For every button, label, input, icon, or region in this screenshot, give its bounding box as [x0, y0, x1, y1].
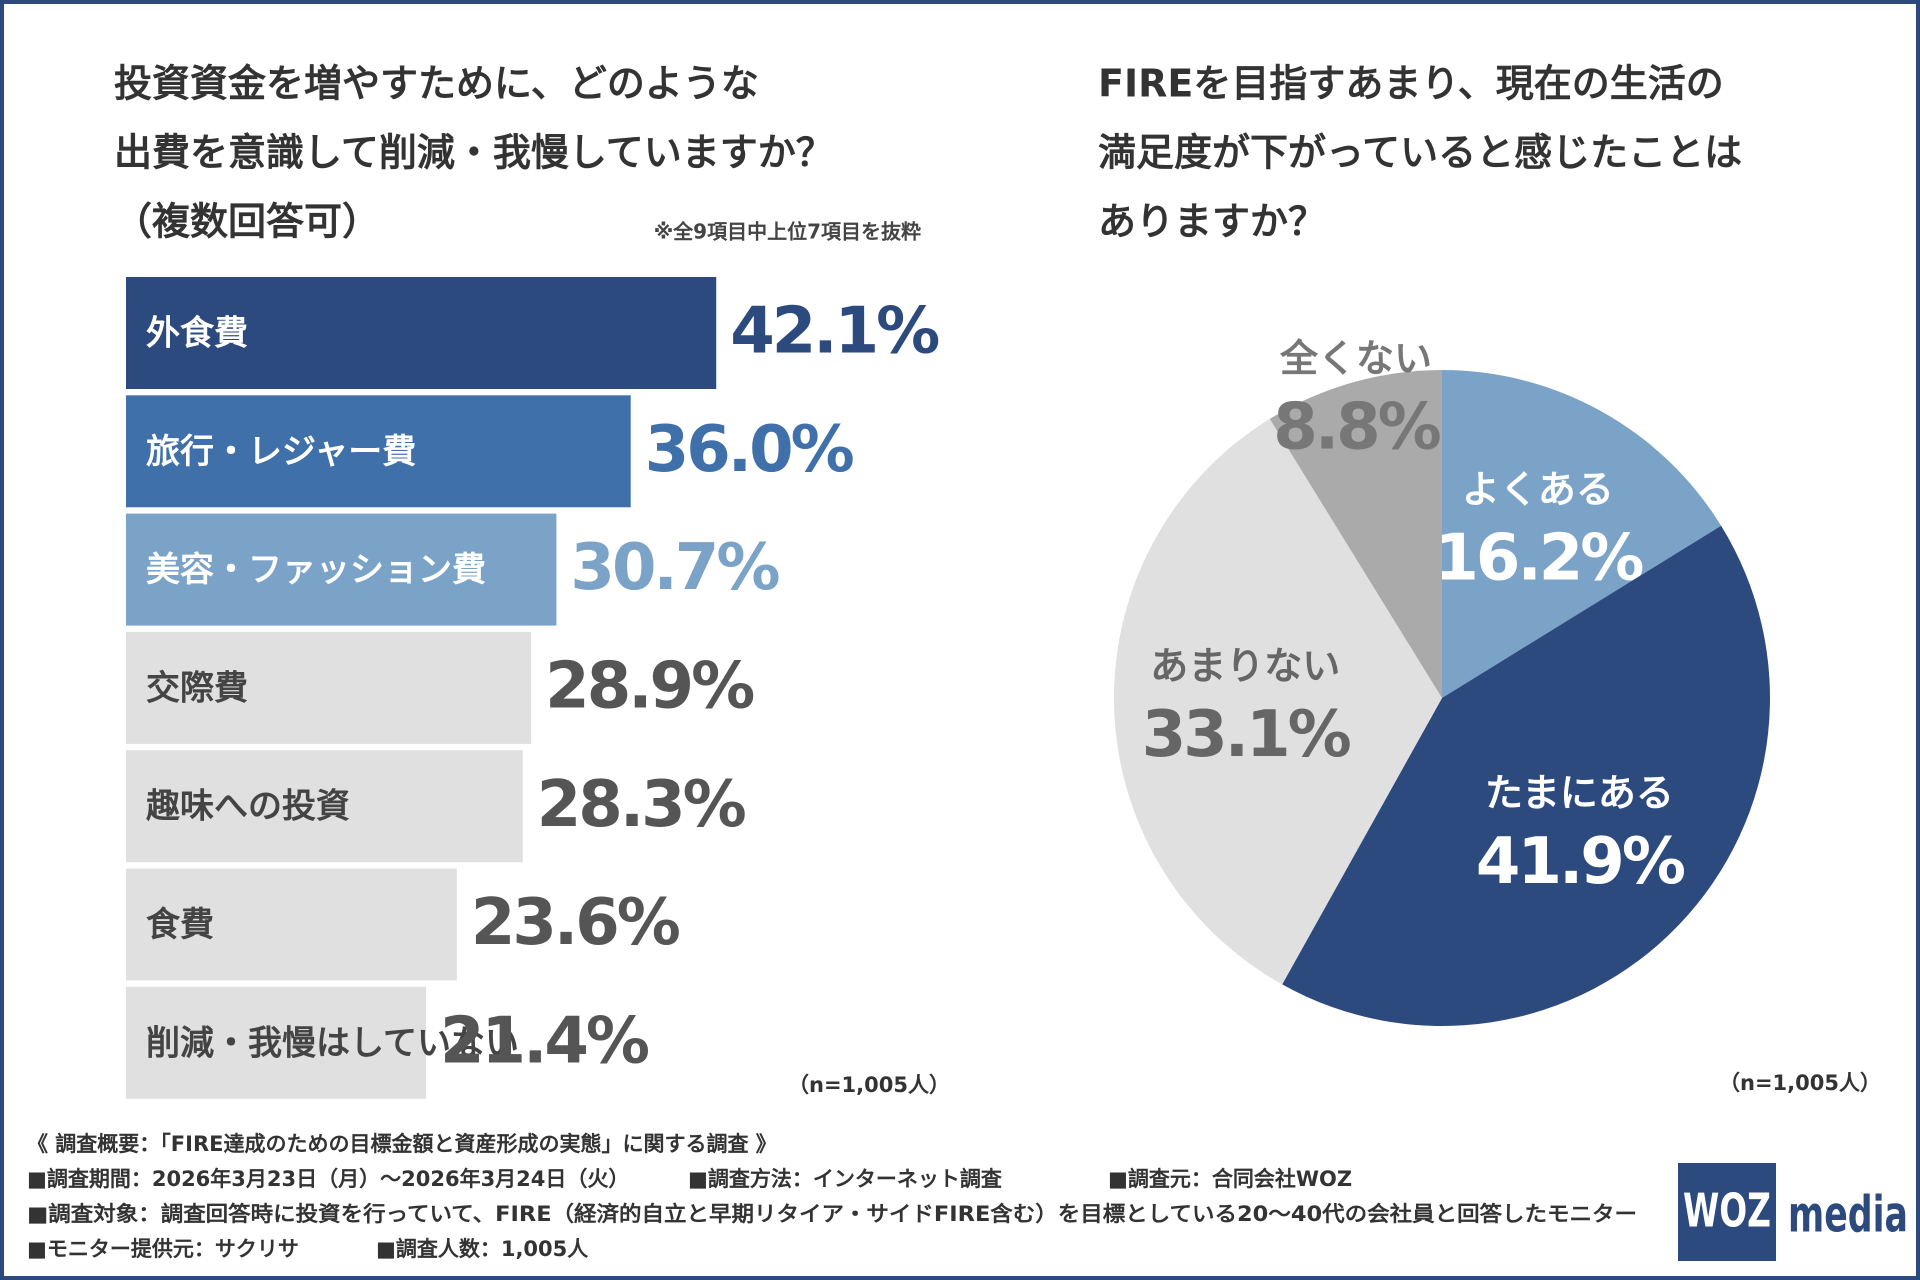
slice-value: 33.1% [1142, 698, 1351, 772]
slice-value: 41.9% [1476, 825, 1685, 899]
bar [126, 986, 427, 1099]
value-label: 23.6% [471, 886, 680, 960]
value-label: 28.3% [537, 768, 746, 842]
bar-label: 趣味への投資 [146, 787, 350, 827]
pie-slice [1269, 370, 1442, 698]
pie-title: ありますか？ [1098, 200, 1326, 244]
footer-line: ■モニター提供元：サクリサ [27, 1237, 299, 1261]
footer-line: ■調査元：合同会社WOZ [1108, 1167, 1352, 1191]
logo-text: media [1788, 1186, 1908, 1244]
bar-label: 外食費 [146, 314, 248, 354]
logo-box [1678, 1163, 1776, 1261]
slice-label: よくある [1462, 468, 1614, 512]
footer-line: ■調査方法：インターネット調査 [688, 1167, 1002, 1191]
footer-heading: 《 調査概要：「FIRE達成のための目標金額と資産形成の実態」に関する調査 》 [27, 1132, 777, 1156]
bar-title: （複数回答可） [114, 200, 380, 244]
bar-label: 削減・我慢はしていない [146, 1023, 519, 1063]
bar [126, 277, 717, 389]
slice-label: 全くない [1279, 337, 1432, 381]
bar-label: 食費 [146, 905, 214, 945]
bar [126, 868, 457, 981]
slice-label: たまにある [1485, 771, 1674, 815]
value-label: 36.0% [645, 413, 854, 487]
value-label: 42.1% [730, 295, 939, 369]
logo-mark: WOZ [1683, 1184, 1771, 1238]
pie-slice [1114, 418, 1442, 985]
footer-line: ■調査人数：1,005人 [376, 1237, 588, 1261]
note: ※全9項目中上位7項目を抜粋 [654, 220, 921, 244]
bar [126, 631, 532, 744]
slice-value: 8.8% [1273, 391, 1440, 465]
bar-title: 投資資金を増やすために、どのような [114, 62, 759, 106]
value-label: 21.4% [440, 1004, 649, 1078]
bar [126, 513, 557, 626]
value-label: 28.9% [545, 649, 754, 723]
pie-title: FIREを目指すあまり、現在の生活の [1098, 62, 1724, 106]
pie-slice [1442, 370, 1722, 698]
bar [126, 750, 523, 863]
bar-label: 交際費 [146, 668, 248, 708]
bar-label: 旅行・レジャー費 [146, 432, 416, 472]
value-label: 30.7% [570, 531, 779, 605]
bar [126, 395, 631, 508]
slice-label: あまりない [1150, 644, 1340, 688]
sample-size: （n=1,005人） [1719, 1071, 1881, 1095]
footer-line: ■調査期間：2026年3月23日（月）～2026年3月24日（火） [27, 1167, 629, 1191]
footer-line: ■調査対象：調査回答時に投資を行っていて、FIRE（経済的自立と早期リタイア・サ… [27, 1202, 1637, 1226]
slice-value: 16.2% [1434, 522, 1643, 596]
pie-slice [1282, 525, 1771, 1027]
sample-size: （n=1,005人） [788, 1073, 950, 1097]
bar-title: 出費を意識して削減・我慢していますか？ [114, 131, 834, 175]
bar-label: 美容・ファッション費 [146, 550, 486, 590]
pie-title: 満足度が下がっていると感じたことは [1098, 131, 1742, 175]
